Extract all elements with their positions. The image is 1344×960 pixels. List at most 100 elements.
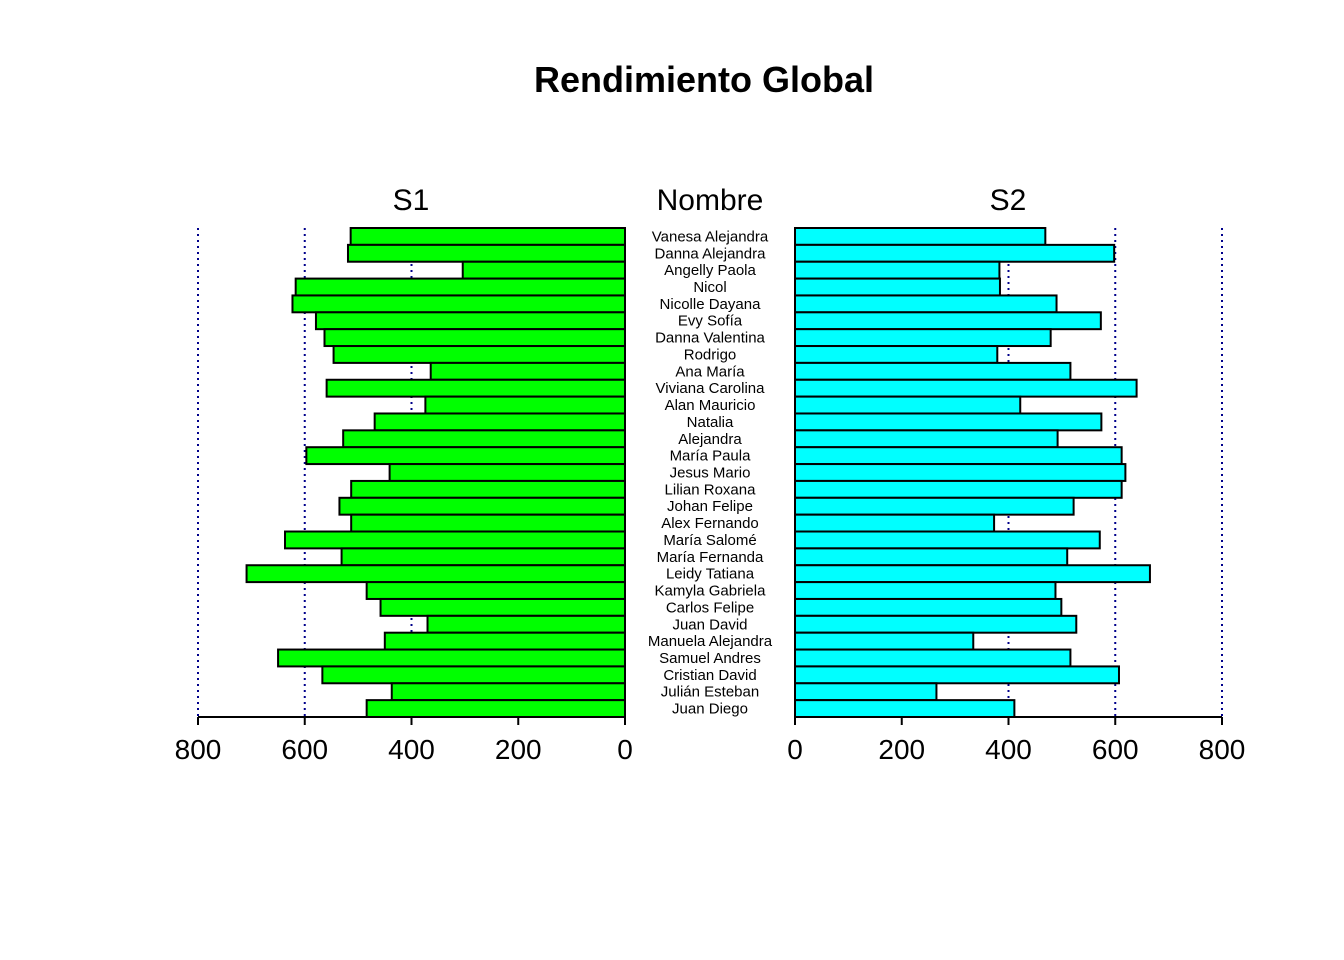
- name-label-alex-fernando: Alex Fernando: [661, 515, 759, 532]
- bar-s2-natalia: [794, 412, 1103, 432]
- name-label-maria-paula: María Paula: [670, 448, 752, 465]
- name-label-leidy-tatiana: Leidy Tatiana: [666, 566, 755, 583]
- name-label-viviana-carolina: Viviana Carolina: [656, 380, 766, 397]
- right-tick-label-600: 600: [1092, 734, 1139, 765]
- name-label-nicolle-dayana: Nicolle Dayana: [660, 296, 762, 313]
- left-tick-label-0: 0: [617, 734, 633, 765]
- name-label-cristian-david: Cristian David: [663, 667, 756, 684]
- name-label-nicol: Nicol: [693, 279, 726, 296]
- right-tick-label-800: 800: [1199, 734, 1246, 765]
- bar-s1-kamyla-gabriela: [365, 581, 626, 600]
- name-label-maria-salome: María Salomé: [663, 532, 756, 549]
- right-tick-label-400: 400: [985, 734, 1032, 765]
- bar-s1-nicol: [294, 277, 626, 297]
- bar-s2-leidy-tatiana: [794, 564, 1151, 584]
- bar-s1-alejandra: [342, 429, 626, 449]
- bar-s1-johan-felipe: [338, 496, 626, 516]
- right-bars: [794, 227, 1151, 719]
- bar-s1-viviana-carolina: [325, 378, 626, 398]
- name-label-alan-mauricio: Alan Mauricio: [665, 397, 756, 414]
- name-label-jesus-mario: Jesus Mario: [670, 465, 751, 482]
- name-label-manuela-alejandra: Manuela Alejandra: [648, 633, 773, 650]
- left-tick-label-800: 800: [175, 734, 222, 765]
- bar-s2-viviana-carolina: [794, 378, 1138, 398]
- bar-s1-lilian-roxana: [350, 479, 626, 499]
- bar-s2-juan-david: [794, 614, 1078, 634]
- bar-s2-alex-fernando: [794, 513, 996, 533]
- bar-s1-juan-david: [426, 614, 627, 634]
- name-label-vanesa-alejandra: Vanesa Alejandra: [652, 228, 769, 245]
- bar-s1-rodrigo: [332, 345, 626, 364]
- right-tick-label-200: 200: [878, 734, 925, 765]
- left-tick-label-400: 400: [388, 734, 435, 765]
- name-label-rodrigo: Rodrigo: [684, 346, 737, 363]
- bar-s2-alejandra: [794, 429, 1059, 449]
- bar-s1-vanesa-alejandra: [349, 227, 626, 246]
- bar-s2-evy-sofia: [794, 311, 1102, 331]
- bar-s1-julian-esteban: [390, 682, 626, 702]
- bar-s2-vanesa-alejandra: [794, 227, 1047, 246]
- name-label-angelly-paola: Angelly Paola: [664, 262, 756, 279]
- name-label-lilian-roxana: Lilian Roxana: [665, 481, 757, 498]
- chart-title: Rendimiento Global: [534, 59, 874, 100]
- bar-s1-cristian-david: [321, 665, 626, 685]
- bar-s1-natalia: [373, 412, 627, 432]
- bar-s2-maria-paula: [794, 446, 1123, 466]
- bar-s1-samuel-andres: [277, 648, 626, 668]
- bar-s1-nicolle-dayana: [291, 294, 626, 314]
- bar-s1-carlos-felipe: [379, 597, 627, 617]
- name-label-julian-esteban: Julián Esteban: [661, 684, 759, 701]
- bar-s2-carlos-felipe: [794, 597, 1063, 617]
- bar-s2-angelly-paola: [794, 260, 1001, 280]
- bar-s1-jesus-mario: [388, 463, 626, 482]
- bar-s1-ana-maria: [429, 361, 626, 381]
- left-bars: [245, 227, 627, 719]
- bar-s2-alan-mauricio: [794, 395, 1022, 415]
- bar-s1-maria-paula: [305, 446, 626, 466]
- bar-s2-lilian-roxana: [794, 479, 1123, 499]
- left-tick-label-200: 200: [495, 734, 542, 765]
- bar-s1-danna-valentina: [323, 328, 626, 348]
- right-tick-label-0: 0: [787, 734, 803, 765]
- bar-s2-rodrigo: [794, 345, 999, 364]
- name-label-danna-alejandra: Danna Alejandra: [655, 245, 767, 262]
- bar-s1-leidy-tatiana: [245, 564, 626, 584]
- name-label-danna-valentina: Danna Valentina: [655, 330, 765, 347]
- bar-s2-maria-fernanda: [794, 547, 1069, 567]
- name-label-johan-felipe: Johan Felipe: [667, 498, 753, 515]
- name-label-evy-sofia: Evy Sofía: [678, 313, 743, 330]
- bar-s1-juan-diego: [365, 699, 626, 719]
- bar-s1-maria-salome: [284, 530, 626, 550]
- bar-s1-alex-fernando: [350, 513, 626, 533]
- bar-s1-alan-mauricio: [424, 395, 626, 415]
- bar-s2-danna-valentina: [794, 328, 1052, 348]
- right-axis: 0 200 400 600 800: [787, 716, 1246, 765]
- name-label-alejandra: Alejandra: [678, 431, 742, 448]
- bar-s2-samuel-andres: [794, 648, 1072, 668]
- bar-s1-manuela-alejandra: [383, 631, 626, 651]
- bar-s1-maria-fernanda: [340, 547, 626, 567]
- bar-s1-evy-sofia: [314, 311, 626, 331]
- name-label-natalia: Natalia: [687, 414, 734, 431]
- bar-s2-danna-alejandra: [794, 243, 1116, 263]
- bar-s1-angelly-paola: [461, 260, 626, 280]
- left-axis: 0 200 400 600 800: [175, 716, 633, 765]
- name-label-maria-fernanda: María Fernanda: [657, 549, 764, 566]
- center-label: Nombre: [657, 184, 764, 217]
- bar-s2-manuela-alejandra: [794, 631, 975, 651]
- right-panel-label: S2: [990, 184, 1027, 217]
- bar-s2-julian-esteban: [794, 682, 938, 702]
- name-label-carlos-felipe: Carlos Felipe: [666, 599, 754, 616]
- bar-s2-juan-diego: [794, 699, 1016, 719]
- bar-s2-nicol: [794, 277, 1001, 297]
- left-panel-label: S1: [393, 184, 430, 217]
- name-label-juan-diego: Juan Diego: [672, 701, 748, 718]
- bar-s2-nicolle-dayana: [794, 294, 1058, 314]
- bar-s1-danna-alejandra: [346, 243, 626, 263]
- name-label-kamyla-gabriela: Kamyla Gabriela: [655, 583, 767, 600]
- name-label-ana-maria: Ana María: [675, 363, 745, 380]
- left-tick-label-600: 600: [281, 734, 328, 765]
- bar-s2-kamyla-gabriela: [794, 581, 1057, 600]
